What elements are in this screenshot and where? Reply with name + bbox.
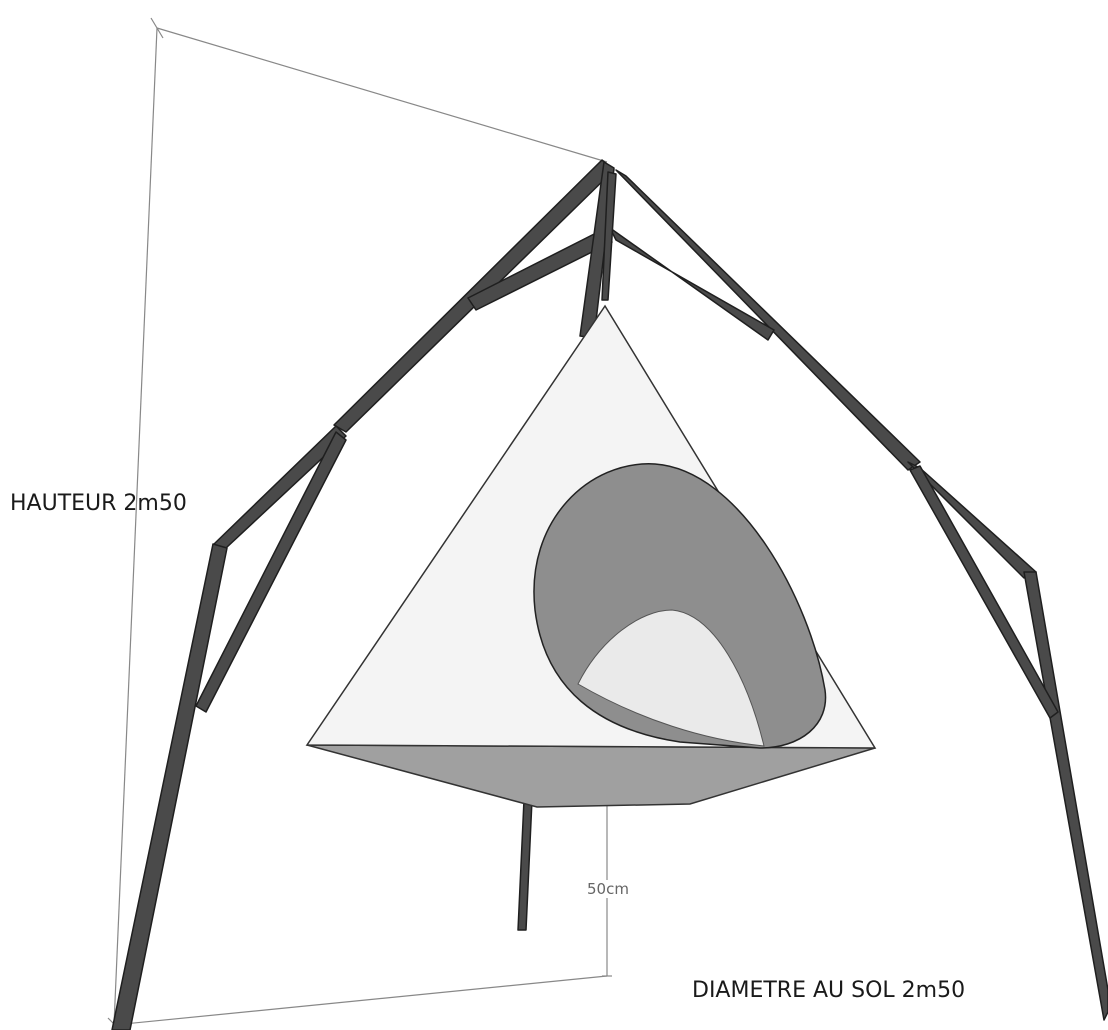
- frame: [111, 159, 1108, 1030]
- base-dimension-line: [113, 975, 608, 1026]
- height-reference-line: [156, 27, 608, 163]
- right-top-strut: [609, 227, 775, 341]
- right-lower-leg: [1023, 571, 1108, 1021]
- dimension-lines: [107, 17, 612, 1030]
- clearance-label: 50cm: [586, 880, 630, 898]
- height-label: HAUTEUR 2m50: [10, 491, 187, 516]
- diameter-label: DIAMETRE AU SOL 2m50: [692, 978, 966, 1003]
- left-mid-beam: [212, 425, 347, 549]
- bottom-post: [517, 799, 533, 931]
- cone-base: [306, 744, 876, 808]
- opening-inner-surface: [577, 609, 765, 747]
- top-tick: [150, 17, 164, 39]
- left-lower-leg: [111, 543, 228, 1030]
- cone-tent: [305, 304, 877, 808]
- right-brace: [909, 465, 1059, 719]
- left-brace: [195, 431, 347, 713]
- height-dimension-line: [113, 27, 158, 1026]
- right-upper-beam: [615, 169, 921, 471]
- center-hanger-inner: [601, 171, 617, 301]
